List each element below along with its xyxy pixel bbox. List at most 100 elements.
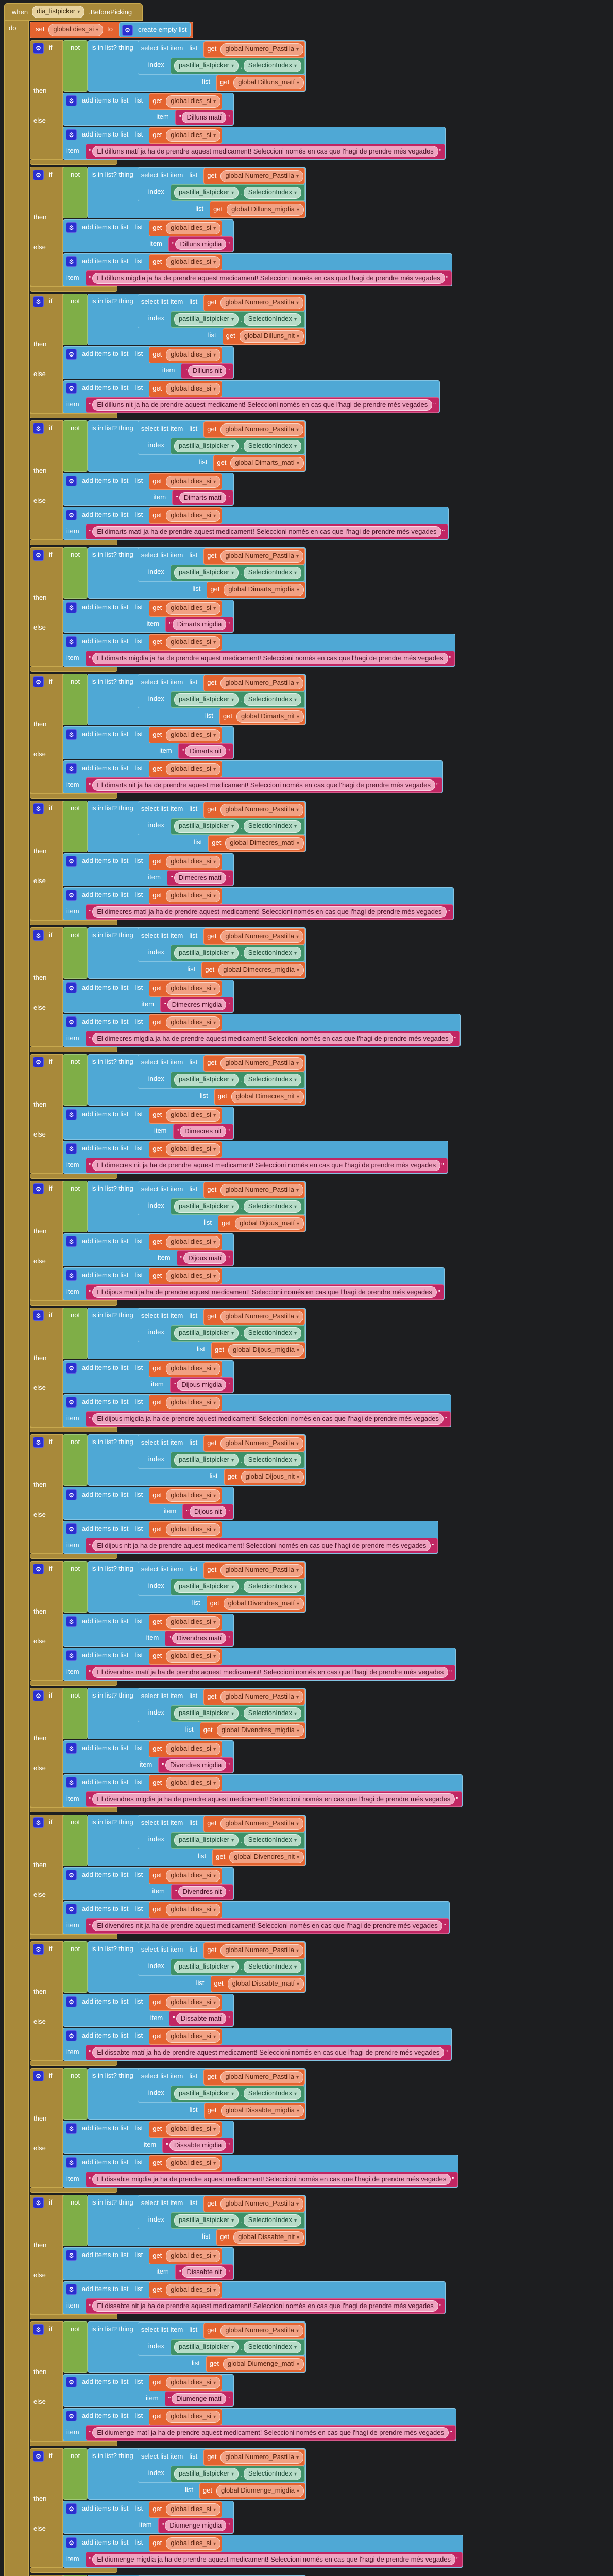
selection-index-dropdown[interactable]: SelectionIndex ▾ (243, 1581, 302, 1593)
not-block[interactable]: not (63, 420, 88, 472)
numero-pastilla-var-dropdown[interactable]: global Numero_Pastilla ▾ (220, 423, 304, 436)
day-var-dropdown[interactable]: global Dissabte_migdia ▾ (220, 2105, 304, 2117)
day-item-text-block[interactable]: " Diumenge migdia " (158, 2518, 233, 2533)
else-add-items-block[interactable]: ⚙ add items to list list get global dies… (63, 1141, 448, 1174)
selection-index-block[interactable]: pastilla_listpicker ▾ . SelectionIndex ▾ (170, 311, 305, 328)
select-list-item-block[interactable]: select list item list get global Numero_… (137, 1562, 306, 1596)
get-dies-si-block[interactable]: get global dies_si ▾ (149, 1775, 223, 1791)
get-day-var-block[interactable]: get global Dimecres_migdia ▾ (201, 962, 306, 978)
mutator-icon[interactable]: ⚙ (66, 2377, 77, 2387)
numero-pastilla-var-dropdown[interactable]: global Numero_Pastilla ▾ (220, 43, 304, 56)
day-var-dropdown[interactable]: global Dimecres_nit ▾ (231, 1091, 304, 1103)
selection-index-block[interactable]: pastilla_listpicker ▾ . SelectionIndex ▾ (170, 438, 305, 454)
selection-index-dropdown[interactable]: SelectionIndex ▾ (243, 693, 302, 706)
not-block[interactable]: not (63, 2321, 88, 2373)
dies-si-var-dropdown[interactable]: global dies_si ▾ (166, 1270, 221, 1282)
mutator-icon[interactable]: ⚙ (66, 95, 77, 106)
if-block[interactable]: ⚙ if then else not is in list? thing (30, 801, 463, 925)
day-item-text[interactable]: Dimarts migdia (172, 619, 227, 630)
get-numero-pastilla-block[interactable]: get global Numero_Pastilla ▾ (203, 1942, 305, 1959)
if-block[interactable]: ⚙ if then else not is in list? thing (30, 674, 463, 799)
warning-text[interactable]: El dissabte nit ja ha de prendre aquest … (92, 2300, 438, 2312)
create-empty-list-block[interactable]: ⚙ create empty list (119, 22, 191, 37)
warning-text[interactable]: El dimarts matí ja ha de prendre aquest … (92, 526, 441, 537)
selection-index-block[interactable]: pastilla_listpicker ▾ . SelectionIndex ▾ (170, 1198, 305, 1215)
selection-index-block[interactable]: pastilla_listpicker ▾ . SelectionIndex ▾ (170, 1832, 305, 1849)
not-block[interactable]: not (63, 1815, 88, 1866)
get-dies-si-block[interactable]: get global dies_si ▾ (149, 2121, 223, 2138)
numero-pastilla-var-dropdown[interactable]: global Numero_Pastilla ▾ (220, 1437, 304, 1450)
dies-si-var-dropdown[interactable]: global dies_si ▾ (166, 383, 221, 395)
mutator-icon[interactable]: ⚙ (66, 1523, 77, 1534)
get-day-var-block[interactable]: get global Divendres_nit ▾ (212, 1849, 306, 1866)
then-add-items-block[interactable]: ⚙ add items to list list get global dies… (63, 93, 234, 126)
then-add-items-block[interactable]: ⚙ add items to list list get global dies… (63, 1487, 234, 1520)
get-day-var-block[interactable]: get global Diumenge_migdia ▾ (199, 2483, 306, 2499)
selection-index-dropdown[interactable]: SelectionIndex ▾ (243, 2088, 302, 2100)
mutator-icon[interactable]: ⚙ (66, 2030, 77, 2041)
get-numero-pastilla-block[interactable]: get global Numero_Pastilla ▾ (203, 1055, 305, 1072)
else-add-items-block[interactable]: ⚙ add items to list list get global dies… (63, 1394, 451, 1427)
select-list-item-block[interactable]: select list item list get global Numero_… (137, 2069, 306, 2103)
else-add-items-block[interactable]: ⚙ add items to list list get global dies… (63, 127, 446, 160)
mutator-icon[interactable]: ⚙ (33, 803, 44, 814)
select-list-item-block[interactable]: select list item list get global Numero_… (137, 1942, 306, 1976)
get-day-var-block[interactable]: get global Dilluns_migdia ▾ (210, 201, 306, 218)
then-add-items-block[interactable]: ⚙ add items to list list get global dies… (63, 2374, 234, 2407)
dies-si-var-dropdown[interactable]: global dies_si ▾ (166, 2123, 221, 2136)
get-numero-pastilla-block[interactable]: get global Numero_Pastilla ▾ (203, 2196, 305, 2212)
selection-index-block[interactable]: pastilla_listpicker ▾ . SelectionIndex ▾ (170, 1705, 305, 1722)
day-item-text[interactable]: Dimecres migdia (167, 999, 227, 1010)
dies-si-var-dropdown[interactable]: global dies_si ▾ (166, 729, 221, 741)
mutator-icon[interactable]: ⚙ (66, 1363, 77, 1374)
get-dies-si-block[interactable]: get global dies_si ▾ (149, 1268, 223, 1284)
numero-pastilla-var-dropdown[interactable]: global Numero_Pastilla ▾ (220, 1311, 304, 1323)
then-add-items-block[interactable]: ⚙ add items to list list get global dies… (63, 1360, 234, 1393)
not-block[interactable]: not (63, 40, 88, 92)
get-numero-pastilla-block[interactable]: get global Numero_Pastilla ▾ (203, 2069, 305, 2086)
is-in-list-block[interactable]: is in list? thing select list item list … (88, 801, 306, 852)
warning-text[interactable]: El dijous matí ja ha de prendre aquest m… (92, 1286, 437, 1298)
day-item-text[interactable]: Diumenge matí (172, 2393, 227, 2404)
mutator-icon[interactable]: ⚙ (66, 2250, 77, 2261)
when-block[interactable]: when dia_listpicker ▾ .BeforePicking do s… (4, 3, 613, 2576)
else-add-items-block[interactable]: ⚙ add items to list list get global dies… (63, 887, 454, 920)
get-dies-si-block[interactable]: get global dies_si ▾ (149, 854, 223, 870)
numero-pastilla-var-dropdown[interactable]: global Numero_Pastilla ▾ (220, 677, 304, 689)
day-var-dropdown[interactable]: global Divendres_nit ▾ (229, 1851, 304, 1863)
mutator-icon[interactable]: ⚙ (66, 2503, 77, 2514)
selection-index-block[interactable]: pastilla_listpicker ▾ . SelectionIndex ▾ (170, 58, 305, 74)
numero-pastilla-var-dropdown[interactable]: global Numero_Pastilla ▾ (220, 2198, 304, 2210)
day-item-text-block[interactable]: " Dimecres matí " (166, 870, 233, 886)
else-add-items-block[interactable]: ⚙ add items to list list get global dies… (63, 507, 449, 540)
mutator-icon[interactable]: ⚙ (66, 729, 77, 740)
mutator-icon[interactable]: ⚙ (66, 510, 77, 520)
day-item-text[interactable]: Dissabte nit (182, 2266, 227, 2278)
pastilla-listpicker-dropdown[interactable]: pastilla_listpicker ▾ (174, 1961, 239, 1973)
get-dies-si-block[interactable]: get global dies_si ▾ (149, 254, 223, 270)
day-var-dropdown[interactable]: global Dissabte_nit ▾ (233, 2231, 304, 2244)
is-in-list-block[interactable]: is in list? thing select list item list … (88, 2321, 306, 2373)
mutator-icon[interactable]: ⚙ (66, 383, 77, 394)
dies-si-var-dropdown[interactable]: global dies_si ▾ (166, 510, 221, 522)
mutator-icon[interactable]: ⚙ (66, 2284, 77, 2295)
dies-si-var-dropdown[interactable]: global dies_si ▾ (166, 349, 221, 361)
warning-text-block[interactable]: " El diumenge matí ja ha de prendre aque… (85, 2425, 456, 2441)
if-block[interactable]: ⚙ if then else not is in list? thing (30, 1941, 463, 2066)
not-block[interactable]: not (63, 167, 88, 218)
get-dies-si-block[interactable]: get global dies_si ▾ (149, 507, 223, 524)
get-day-var-block[interactable]: get global Diumenge_matí ▾ (206, 2356, 306, 2372)
warning-text[interactable]: El dilluns matí ja ha de prendre aquest … (92, 146, 438, 157)
not-block[interactable]: not (63, 1434, 88, 1486)
get-day-var-block[interactable]: get global Dimecres_matí ▾ (208, 835, 306, 852)
mutator-icon[interactable]: ⚙ (66, 476, 77, 486)
not-block[interactable]: not (63, 1941, 88, 1993)
dies-si-var-dropdown[interactable]: global dies_si ▾ (166, 476, 221, 488)
warning-text-block[interactable]: " El dimecres migdia ja ha de prendre aq… (85, 1031, 461, 1046)
mutator-icon[interactable]: ⚙ (33, 2324, 44, 2335)
numero-pastilla-var-dropdown[interactable]: global Numero_Pastilla ▾ (220, 297, 304, 309)
then-add-items-block[interactable]: ⚙ add items to list list get global dies… (63, 2247, 234, 2280)
warning-text[interactable]: El dimecres matí ja ha de prendre aquest… (92, 906, 447, 918)
dies-si-var-dropdown[interactable]: global dies_si ▾ (166, 1363, 221, 1375)
